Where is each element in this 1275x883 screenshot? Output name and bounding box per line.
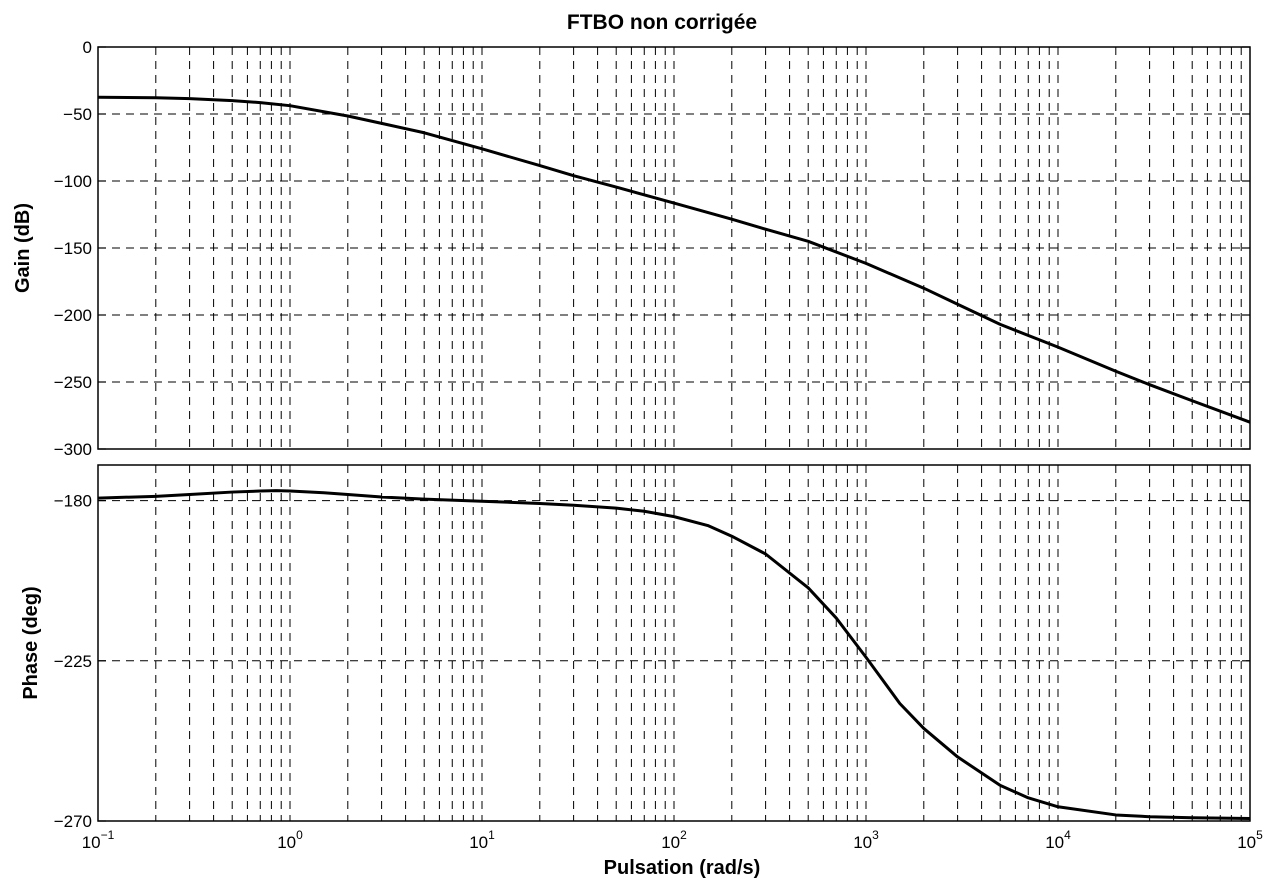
x-tick-base: 10 <box>277 833 296 852</box>
x-tick-base: 10 <box>853 833 872 852</box>
x-tick-label: 104 <box>1045 828 1071 852</box>
y-tick-label: −100 <box>54 172 92 191</box>
y-tick-label: 0 <box>83 38 92 57</box>
x-tick-label: 105 <box>1237 828 1263 852</box>
gain-grid <box>98 47 1250 449</box>
x-tick-exponent: 3 <box>872 828 879 842</box>
phase-panel: −180 −225 −270 Phase (deg) <box>20 464 1251 831</box>
x-tick-exponent: 5 <box>1256 828 1263 842</box>
x-tick-label: 100 <box>277 828 303 852</box>
x-tick-label: 102 <box>661 828 687 852</box>
y-tick-label: −150 <box>54 239 92 258</box>
phase-axes-frame <box>97 464 1251 822</box>
gain-y-ticks: 0 −50 −100 −150 −200 −250 −300 <box>54 38 1250 459</box>
x-tick-labels: 10−1 100 101 102 103 104 105 <box>82 828 1263 852</box>
gain-y-axis-label: Gain (dB) <box>12 203 34 293</box>
x-tick-exponent: 1 <box>488 828 495 842</box>
gain-panel: 0 −50 −100 −150 −200 −250 −300 Gain (dB) <box>12 38 1251 459</box>
phase-grid <box>98 465 1250 821</box>
y-tick-label: −300 <box>54 440 92 459</box>
x-axis-label: Pulsation (rad/s) <box>604 857 761 879</box>
y-tick-label: −180 <box>54 492 92 511</box>
y-tick-label: −250 <box>54 373 92 392</box>
x-tick-label: 101 <box>469 828 495 852</box>
x-tick-label: 103 <box>853 828 879 852</box>
y-tick-label: −50 <box>63 105 92 124</box>
x-tick-label: 10−1 <box>82 828 115 852</box>
x-tick-exponent: −1 <box>101 828 115 842</box>
phase-y-axis-label: Phase (deg) <box>20 586 42 699</box>
x-tick-exponent: 2 <box>680 828 687 842</box>
phase-y-ticks: −180 −225 −270 <box>54 492 1250 831</box>
chart-title: FTBO non corrigée <box>567 11 757 34</box>
y-tick-label: −200 <box>54 306 92 325</box>
x-tick-base: 10 <box>469 833 488 852</box>
x-tick-base: 10 <box>1045 833 1064 852</box>
gain-curve <box>97 95 1251 424</box>
y-tick-label: −225 <box>54 652 92 671</box>
y-tick-label: −270 <box>54 812 92 831</box>
x-tick-base: 10 <box>661 833 680 852</box>
phase-curve <box>97 489 1251 821</box>
x-tick-exponent: 4 <box>1064 828 1071 842</box>
x-tick-base: 10 <box>82 833 101 852</box>
x-tick-exponent: 0 <box>296 828 303 842</box>
x-tick-base: 10 <box>1237 833 1256 852</box>
